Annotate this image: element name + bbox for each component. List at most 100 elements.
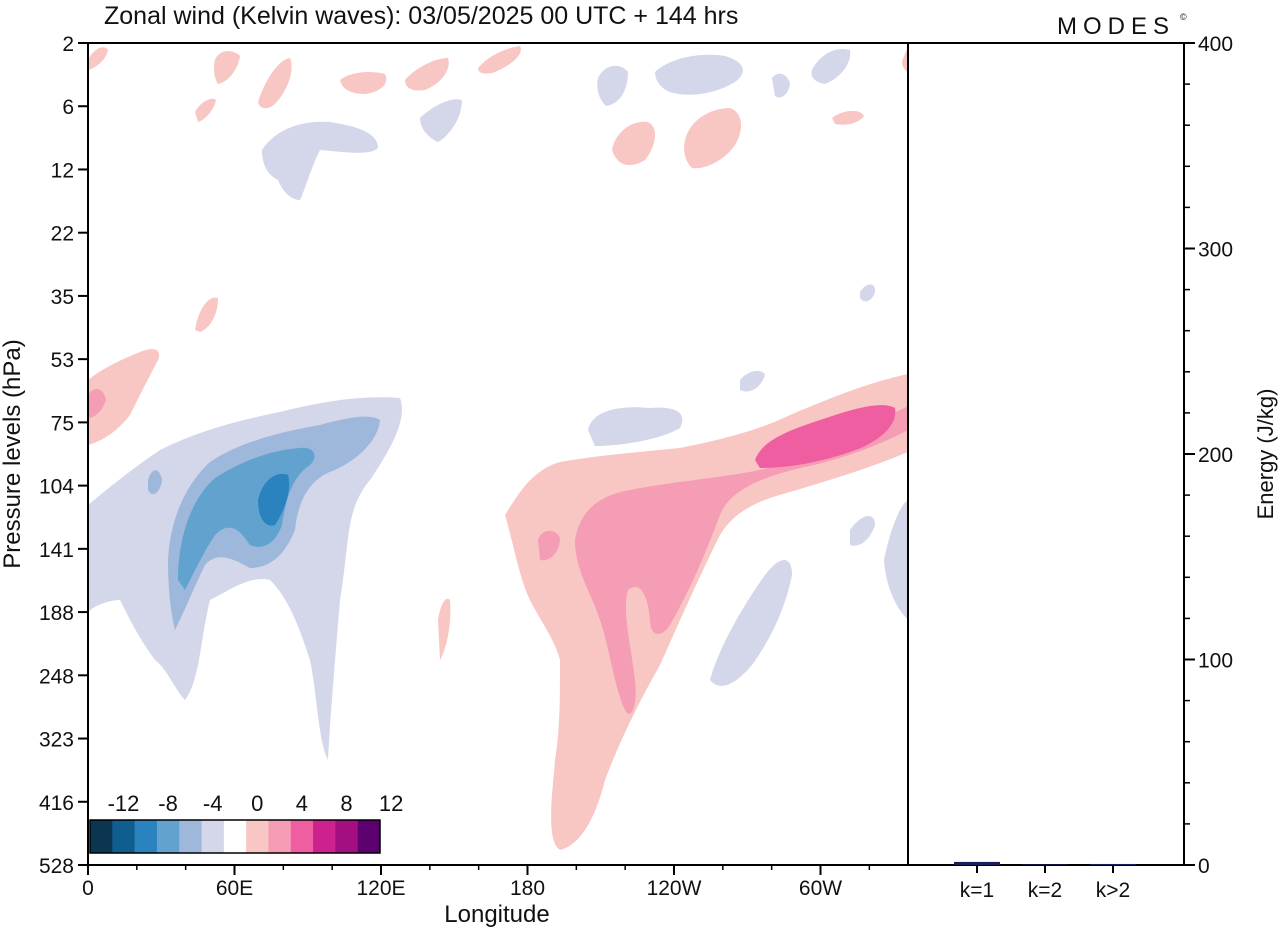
y-tick-label: 416 — [39, 792, 74, 815]
colorbar-label: -8 — [158, 791, 178, 816]
energy-tick-label: 0 — [1198, 855, 1210, 878]
energy-tick-label: 400 — [1198, 33, 1233, 56]
contour-pos-2-west — [88, 349, 160, 445]
x-axis-label: Longitude — [444, 901, 549, 928]
x-tick-label: 120W — [647, 877, 702, 900]
x-axis: 0 60E 120E 180 120W 60W — [82, 865, 871, 900]
energy-axis-label: Energy (J/kg) — [1253, 389, 1278, 520]
contour-pos-2-t6 — [88, 47, 108, 70]
contour-neg-2-east-b — [850, 515, 875, 546]
colorbar-swatch — [357, 820, 381, 853]
colorbar-swatch — [223, 820, 247, 853]
colorbar-swatch — [268, 820, 292, 853]
colorbar-swatch — [290, 820, 314, 853]
energy-category-label: k=2 — [1028, 879, 1062, 902]
colorbar-label-bg — [235, 790, 280, 816]
y-tick-label: 35 — [51, 286, 74, 309]
x-tick-label: 120E — [356, 877, 405, 900]
y-tick-label: 2 — [62, 33, 74, 56]
energy-category-label: k>2 — [1096, 879, 1130, 902]
energy-bars — [954, 861, 1136, 865]
colorbar-frame — [89, 819, 381, 854]
colorbar-label: 4 — [296, 791, 308, 816]
contour-pos-2-east — [505, 374, 908, 850]
energy-tick-label: 200 — [1198, 444, 1233, 467]
colorbar-label: -12 — [108, 791, 140, 816]
contour-neg-2-top-b — [420, 99, 462, 142]
contour-neg-2-east-d — [860, 284, 876, 302]
colorbar-swatch — [246, 820, 269, 853]
contour-pos-2-t2 — [214, 51, 240, 84]
contour-neg-2-top-a — [262, 121, 378, 200]
y-tick-label: 248 — [39, 665, 74, 688]
colorbar-label-bg — [369, 790, 414, 816]
colorbar-label-bg — [279, 790, 324, 816]
y-tick-label: 6 — [62, 96, 74, 119]
colorbar — [89, 819, 381, 854]
contour-neg-2-top-c — [655, 54, 743, 95]
x-tick-label: 60E — [216, 877, 253, 900]
contour-pos-2-t5 — [478, 46, 521, 74]
colorbar-swatch — [90, 820, 113, 853]
contour-neg-2-west — [88, 397, 402, 760]
colorbar-swatch — [335, 820, 359, 853]
y-tick-label: 12 — [51, 159, 74, 182]
contour-neg-2-mid-b — [740, 370, 765, 392]
colorbar-swatch — [201, 820, 225, 853]
contour-pos-2-t1 — [258, 58, 292, 109]
colorbar-label: -4 — [203, 791, 223, 816]
colorbar-label: 0 — [251, 791, 263, 816]
energy-bar — [954, 861, 1000, 865]
contour-neg-2-top-d — [597, 65, 628, 106]
energy-bar — [1090, 863, 1136, 865]
colorbar-label-bg — [324, 790, 369, 816]
contour-neg-2-east-c — [884, 500, 908, 620]
colorbar-swatch — [156, 820, 180, 853]
y-tick-label: 141 — [39, 539, 74, 562]
contour-pos-2-s2 — [438, 598, 451, 660]
colorbar-label-bg — [190, 790, 235, 816]
contour-pos-6 — [755, 405, 896, 468]
chart-title: Zonal wind (Kelvin waves): 03/05/2025 00… — [104, 2, 738, 30]
y-tick-label: 75 — [51, 412, 74, 435]
colorbar-label: 8 — [340, 791, 352, 816]
contour-pos-2-t8 — [612, 121, 656, 166]
energy-x-axis: k=1 k=2 k>2 — [960, 865, 1130, 902]
colorbar-swatch — [179, 820, 203, 853]
x-tick-label: 60W — [799, 877, 842, 900]
energy-y-axis: 0 100 200 300 400 — [1184, 33, 1233, 878]
brand-logo: MODES — [1057, 13, 1175, 40]
contour-pos-2-t11 — [902, 48, 908, 72]
colorbar-swatch — [112, 820, 136, 853]
energy-plot-frame — [907, 42, 1185, 866]
x-tick-label: 0 — [82, 877, 94, 900]
contour-plot — [88, 43, 908, 865]
energy-bar — [1022, 864, 1068, 865]
contour-pos-2-t10 — [195, 98, 216, 122]
y-axis: 2 6 12 22 35 53 75 104 141 188 248 323 416 528 — [39, 33, 88, 878]
colorbar-labels: -12 -8 -4 0 4 8 12 — [101, 790, 414, 816]
x-tick-label: 180 — [510, 877, 545, 900]
y-tick-label: 188 — [39, 602, 74, 625]
colorbar-label-bg — [101, 790, 146, 816]
contour-neg-2-top-e — [811, 48, 851, 84]
contour-pos-2-t3 — [340, 72, 387, 94]
contour-neg-4-b — [148, 470, 162, 495]
contour-pos-4-s — [538, 530, 560, 561]
contour-pos-2-t4 — [405, 58, 449, 91]
contour-pos-2-s1 — [195, 297, 218, 332]
y-tick-label: 104 — [39, 476, 74, 499]
contour-pos-2-t9 — [832, 110, 864, 125]
y-tick-label: 323 — [39, 729, 74, 752]
colorbar-label-bg — [146, 790, 191, 816]
contour-neg-2-top-f — [772, 73, 790, 98]
brand-mark: © — [1180, 12, 1187, 22]
energy-tick-label: 300 — [1198, 239, 1233, 262]
contour-neg-8 — [258, 473, 290, 526]
y-tick-label: 22 — [51, 223, 74, 246]
contour-neg-2-mid — [588, 407, 683, 446]
contour-neg-2-east — [710, 560, 792, 686]
contour-pos-2-t7 — [684, 108, 742, 169]
colorbar-swatch — [134, 820, 158, 853]
